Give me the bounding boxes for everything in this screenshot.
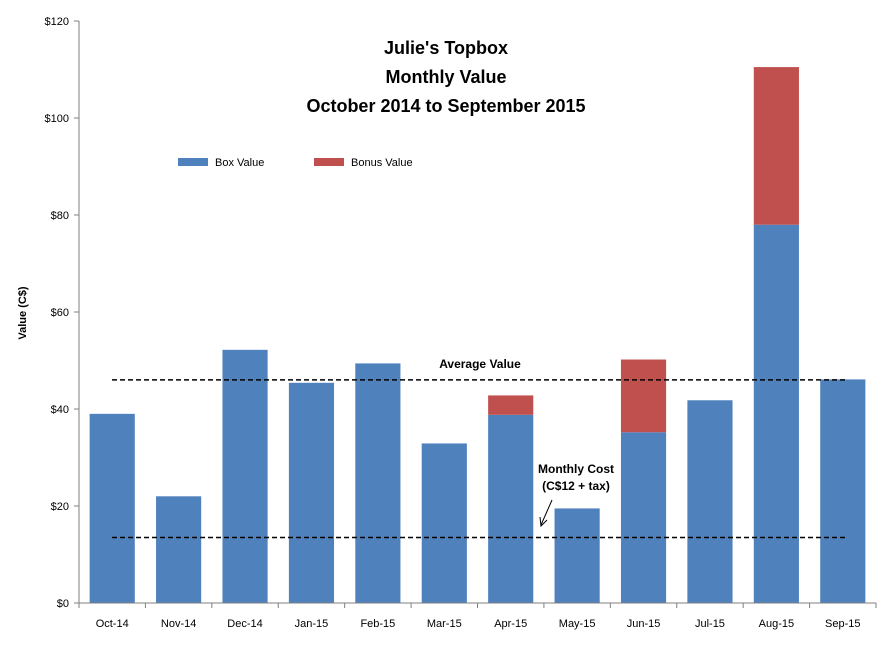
x-tick-label: Jun-15 bbox=[627, 618, 661, 630]
annotations: Average Value Monthly Cost (C$12 + tax) bbox=[439, 357, 614, 528]
x-tick-label: Mar-15 bbox=[427, 618, 462, 630]
bar-box-value-may-15 bbox=[554, 508, 600, 603]
y-tick-labels: $0 $20 $40 $60 $80 $100 $120 bbox=[45, 16, 69, 610]
y-tick-label: $60 bbox=[51, 307, 69, 319]
y-tick-label: $120 bbox=[45, 16, 69, 28]
x-tick-label: Dec-14 bbox=[227, 618, 262, 630]
x-tick-label: Feb-15 bbox=[360, 618, 395, 630]
title-line-1: Julie's Topbox bbox=[384, 38, 508, 58]
title-line-3: October 2014 to September 2015 bbox=[306, 96, 585, 116]
x-tick-labels: Oct-14 Nov-14 Dec-14 Jan-15 Feb-15 Mar-15 Apr-… bbox=[96, 618, 861, 630]
x-tick-label: Apr-15 bbox=[494, 618, 527, 630]
bar-box-value-oct-14 bbox=[89, 413, 135, 603]
x-tick-label: Aug-15 bbox=[759, 618, 794, 630]
chart-title: Julie's Topbox Monthly Value October 201… bbox=[306, 38, 585, 116]
monthly-cost-arrow bbox=[539, 499, 553, 528]
average-value-label: Average Value bbox=[439, 357, 521, 371]
reference-lines bbox=[112, 379, 846, 539]
x-tick-label: Sep-15 bbox=[825, 618, 860, 630]
y-tick-label: $80 bbox=[51, 210, 69, 222]
legend-swatch-box-value bbox=[178, 158, 208, 166]
bar-bonus-value-aug-15 bbox=[753, 67, 799, 225]
bar-bonus-value-jun-15 bbox=[620, 359, 667, 433]
bar-box-value-mar-15 bbox=[421, 443, 467, 603]
monthly-cost-label-line-2: (C$12 + tax) bbox=[542, 479, 610, 493]
legend-label-bonus-value: Bonus Value bbox=[351, 157, 413, 169]
x-tick-label: Jul-15 bbox=[695, 618, 725, 630]
legend: Box Value Bonus Value bbox=[178, 157, 413, 169]
axes bbox=[74, 20, 877, 608]
y-axis-label: Value (C$) bbox=[17, 286, 29, 340]
y-tick-label: $0 bbox=[57, 598, 69, 610]
bar-box-value-apr-15 bbox=[488, 414, 534, 603]
legend-label-box-value: Box Value bbox=[215, 157, 264, 169]
bar-bonus-value-apr-15 bbox=[488, 395, 534, 415]
bar-box-value-nov-14 bbox=[156, 496, 202, 603]
y-tick-label: $40 bbox=[51, 404, 69, 416]
legend-swatch-bonus-value bbox=[314, 158, 344, 166]
y-tick-label: $20 bbox=[51, 501, 69, 513]
y-tick-label: $100 bbox=[45, 113, 69, 125]
bar-box-value-jan-15 bbox=[288, 382, 335, 603]
monthly-cost-label-line-1: Monthly Cost bbox=[538, 462, 614, 476]
x-tick-label: Oct-14 bbox=[96, 618, 129, 630]
bar-box-value-jun-15 bbox=[620, 432, 667, 603]
title-line-2: Monthly Value bbox=[385, 67, 506, 87]
x-tick-label: Jan-15 bbox=[295, 618, 329, 630]
bar-box-value-dec-14 bbox=[222, 349, 268, 603]
x-tick-label: May-15 bbox=[559, 618, 596, 630]
bar-box-value-aug-15 bbox=[753, 224, 799, 603]
bar-box-value-jul-15 bbox=[687, 400, 733, 603]
bar-box-value-sep-15 bbox=[820, 379, 866, 603]
bar-box-value-feb-15 bbox=[355, 363, 401, 603]
x-tick-label: Nov-14 bbox=[161, 618, 196, 630]
bars bbox=[89, 67, 866, 603]
